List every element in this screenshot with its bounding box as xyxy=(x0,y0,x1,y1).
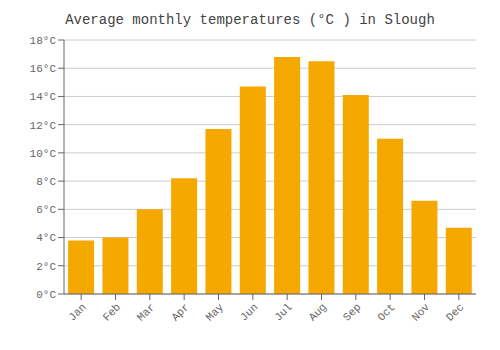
svg-text:Feb: Feb xyxy=(101,301,123,323)
svg-text:Apr: Apr xyxy=(169,301,191,323)
svg-text:Mar: Mar xyxy=(135,301,157,323)
svg-text:0°C: 0°C xyxy=(36,289,56,301)
svg-text:May: May xyxy=(204,301,227,324)
svg-text:Sep: Sep xyxy=(341,301,363,323)
svg-text:Dec: Dec xyxy=(444,301,466,323)
svg-text:Jun: Jun xyxy=(238,301,260,323)
svg-text:14°C: 14°C xyxy=(30,91,57,103)
svg-text:Jan: Jan xyxy=(66,301,88,323)
svg-text:8°C: 8°C xyxy=(36,176,56,188)
svg-text:Nov: Nov xyxy=(410,301,433,324)
html-text:Average monthly temperatures (: Average monthly temperatures (°C ) in Sl… xyxy=(65,12,435,28)
svg-text:4°C: 4°C xyxy=(36,232,56,244)
svg-text:12°C: 12°C xyxy=(30,120,57,132)
svg-text:10°C: 10°C xyxy=(30,148,57,160)
svg-text:6°C: 6°C xyxy=(36,204,56,216)
svg-text:Oct: Oct xyxy=(375,301,397,323)
svg-text:Aug: Aug xyxy=(307,301,329,323)
svg-text:2°C: 2°C xyxy=(36,261,56,273)
svg-text:16°C: 16°C xyxy=(30,63,57,75)
svg-text:18°C: 18°C xyxy=(30,35,57,47)
svg-text:Jul: Jul xyxy=(272,301,294,323)
